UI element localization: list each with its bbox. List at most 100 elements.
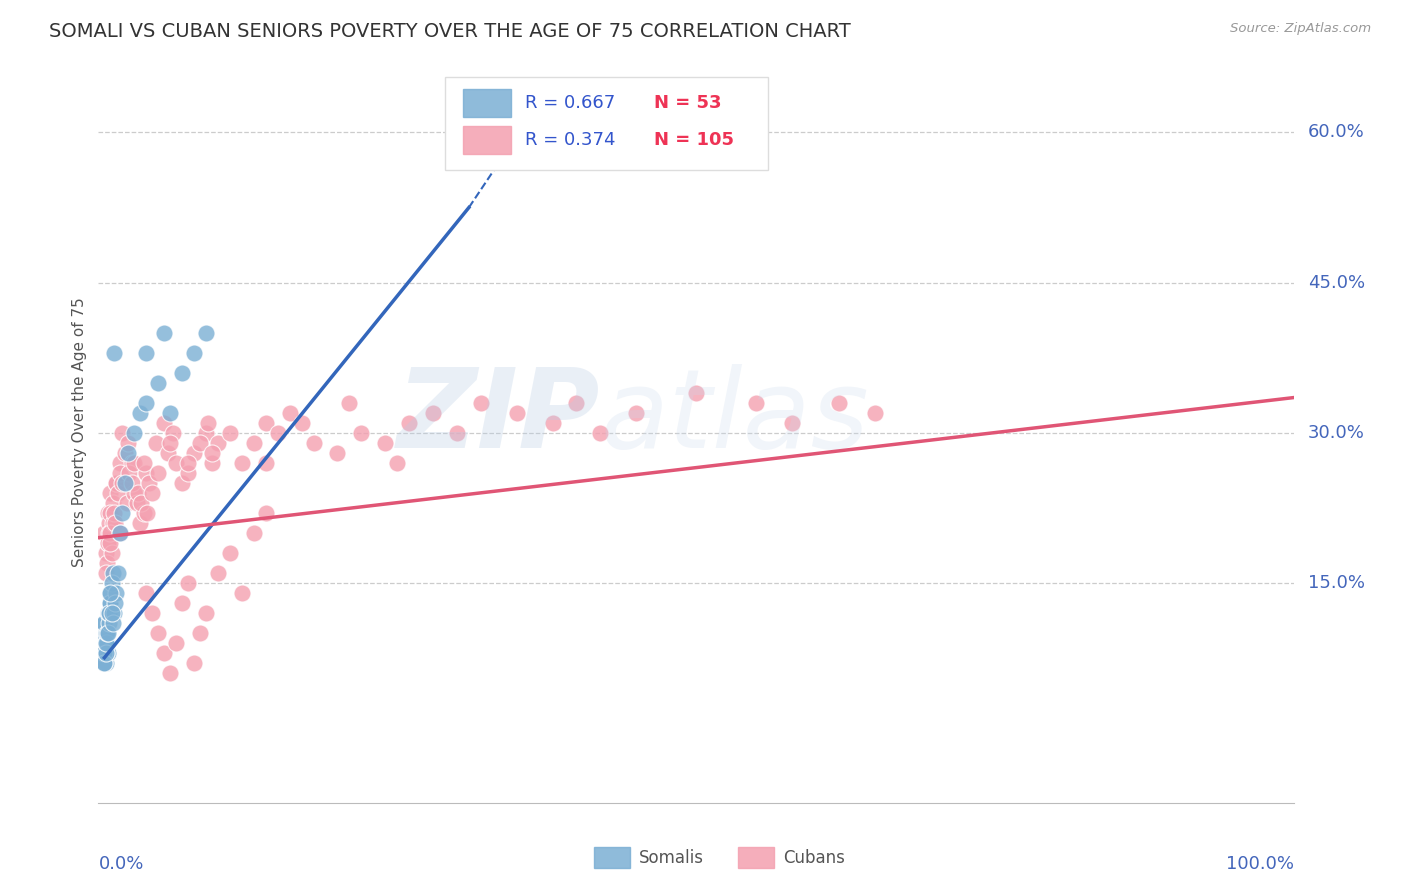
Point (201, 456, 224, 470)
Text: Cubans: Cubans (783, 848, 845, 867)
Point (111, 506, 134, 520)
Point (141, 606, 163, 620)
Point (96, 636, 118, 650)
Point (828, 395, 851, 409)
Text: ZIP: ZIP (396, 364, 600, 471)
Point (195, 606, 218, 620)
Point (98, 606, 121, 620)
Bar (463, 89, 510, 117)
Point (177, 575, 200, 590)
Point (129, 406, 152, 420)
Point (100, 575, 122, 590)
Point (104, 596, 127, 610)
Point (131, 496, 153, 510)
Y-axis label: Seniors Poverty Over the Age of 75: Seniors Poverty Over the Age of 75 (72, 298, 87, 567)
Point (302, 435, 325, 450)
Point (148, 466, 170, 480)
Point (93, 646, 115, 660)
Point (93, 656, 115, 670)
Point (108, 466, 131, 480)
Point (141, 485, 163, 500)
Point (326, 445, 349, 459)
Point (135, 466, 157, 480)
Point (94, 646, 117, 660)
Text: 60.0%: 60.0% (1308, 123, 1365, 142)
Point (96, 625, 118, 640)
Point (97, 646, 120, 660)
Text: SOMALI VS CUBAN SENIORS POVERTY OVER THE AGE OF 75 CORRELATION CHART: SOMALI VS CUBAN SENIORS POVERTY OVER THE… (49, 22, 851, 41)
Point (207, 435, 229, 450)
Point (589, 425, 612, 440)
Point (97, 535, 120, 549)
Point (153, 416, 176, 430)
Point (291, 416, 314, 430)
Point (188, 625, 211, 640)
Text: R = 0.374: R = 0.374 (524, 131, 616, 149)
Point (94, 566, 117, 580)
FancyBboxPatch shape (446, 78, 768, 169)
Point (350, 425, 373, 440)
Point (101, 615, 124, 630)
Point (129, 516, 152, 530)
Point (114, 475, 136, 490)
Point (107, 566, 129, 580)
Text: N = 53: N = 53 (654, 95, 721, 112)
Point (103, 606, 125, 620)
Point (135, 395, 157, 409)
Point (470, 395, 492, 409)
Point (104, 516, 127, 530)
Point (105, 475, 128, 490)
Point (541, 416, 564, 430)
Point (780, 416, 803, 430)
Point (162, 425, 184, 440)
Point (97, 606, 120, 620)
Text: Somalis: Somalis (638, 848, 703, 867)
Point (135, 345, 157, 359)
Point (94, 636, 117, 650)
Point (172, 366, 194, 380)
Point (117, 445, 139, 459)
Point (96, 625, 118, 640)
Point (153, 646, 176, 660)
Point (231, 456, 253, 470)
Point (195, 326, 218, 340)
Bar (738, 847, 773, 868)
Point (183, 656, 205, 670)
Point (124, 425, 146, 440)
Point (219, 546, 242, 560)
Point (136, 506, 159, 520)
Point (148, 625, 170, 640)
Point (243, 435, 266, 450)
Point (101, 496, 124, 510)
Point (96, 556, 118, 570)
Point (98, 585, 122, 599)
Text: 0.0%: 0.0% (98, 855, 143, 872)
Point (108, 525, 131, 540)
Point (105, 475, 128, 490)
Point (93, 656, 115, 670)
Point (374, 435, 396, 450)
Point (98, 606, 121, 620)
Point (159, 435, 181, 450)
Point (98, 596, 122, 610)
Point (118, 466, 141, 480)
Point (183, 445, 205, 459)
Point (108, 525, 131, 540)
Point (243, 525, 266, 540)
Bar (463, 126, 510, 154)
Point (93, 615, 115, 630)
Point (98, 516, 121, 530)
Point (94, 646, 117, 660)
Point (201, 445, 224, 459)
Point (101, 566, 124, 580)
Point (94, 546, 117, 560)
Point (165, 456, 187, 470)
Point (231, 585, 253, 599)
Point (98, 525, 122, 540)
Point (124, 456, 146, 470)
Point (195, 425, 218, 440)
Point (93, 646, 115, 660)
Point (183, 345, 205, 359)
Point (98, 596, 122, 610)
Bar (595, 847, 630, 868)
